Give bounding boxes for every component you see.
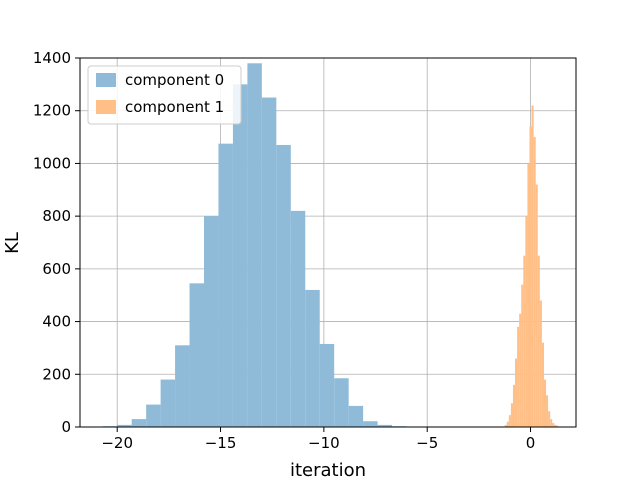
y-axis-label: KL bbox=[2, 232, 23, 254]
legend-label-component-1: component 1 bbox=[125, 98, 224, 116]
y-tick-label: 1400 bbox=[33, 49, 71, 67]
legend-swatch-component-1 bbox=[96, 100, 116, 114]
series-component-0 bbox=[102, 63, 407, 428]
x-tick-label: −20 bbox=[101, 434, 133, 452]
histogram-bar bbox=[261, 97, 277, 428]
histogram-bar bbox=[319, 343, 335, 427]
legend-label-component-0: component 0 bbox=[125, 71, 224, 89]
histogram-bar bbox=[512, 384, 516, 427]
histogram-bar bbox=[531, 105, 534, 427]
histogram-bar bbox=[334, 378, 349, 427]
histogram-bar bbox=[189, 283, 204, 427]
histogram-bar bbox=[508, 415, 511, 427]
x-tick-label: −10 bbox=[308, 434, 340, 452]
x-tick-label: −5 bbox=[416, 434, 438, 452]
histogram-bar bbox=[160, 379, 176, 427]
x-tick-label: −15 bbox=[205, 434, 237, 452]
x-axis-label: iteration bbox=[290, 460, 366, 480]
legend: component 0 component 1 bbox=[87, 65, 242, 125]
histogram-bar bbox=[305, 289, 320, 427]
histogram-bar bbox=[548, 411, 551, 427]
legend-swatch-component-0 bbox=[96, 73, 116, 87]
histogram-bar bbox=[506, 421, 509, 427]
y-tick-label: 0 bbox=[61, 418, 71, 436]
legend-box bbox=[87, 65, 242, 125]
histogram-bar bbox=[131, 419, 147, 427]
histogram-bar bbox=[550, 419, 553, 427]
plot-frame bbox=[79, 57, 577, 428]
histogram-bar bbox=[541, 342, 544, 427]
histogram-bar bbox=[377, 424, 393, 427]
histogram-bar bbox=[556, 425, 559, 427]
histogram-bar bbox=[363, 421, 378, 427]
histogram-bar bbox=[204, 216, 219, 427]
y-tick-label: 1200 bbox=[33, 102, 71, 120]
histogram-bar bbox=[146, 404, 161, 427]
histogram-bar bbox=[276, 144, 291, 427]
histogram-bar bbox=[247, 63, 262, 428]
histogram-bar bbox=[546, 395, 549, 427]
histogram-bar bbox=[504, 424, 507, 427]
histogram-bar bbox=[218, 143, 233, 428]
histogram-bar bbox=[535, 184, 538, 427]
histogram-bar bbox=[232, 84, 248, 427]
histogram-bar bbox=[515, 358, 518, 427]
histogram-bar bbox=[527, 163, 530, 427]
histogram-bar bbox=[529, 126, 532, 428]
histogram-bar bbox=[533, 137, 536, 428]
ticks-layer: −20 −15 −10 −5 0 0 200 400 600 800 1000 1200 1400 bbox=[33, 49, 535, 452]
histogram-bar bbox=[543, 379, 547, 427]
histogram-bar bbox=[117, 424, 132, 427]
y-tick-label: 800 bbox=[42, 207, 71, 225]
histogram-bar bbox=[175, 345, 190, 427]
histogram-bar bbox=[552, 423, 555, 427]
series-component-1 bbox=[504, 105, 559, 428]
y-tick-label: 200 bbox=[42, 365, 71, 383]
histogram-bar bbox=[554, 424, 557, 427]
histogram-bar bbox=[517, 326, 520, 427]
histogram-bar bbox=[537, 255, 540, 427]
bars-layer bbox=[102, 63, 559, 428]
y-tick-label: 400 bbox=[42, 313, 71, 331]
histogram-bar bbox=[521, 284, 524, 427]
histogram-bar bbox=[290, 210, 306, 427]
histogram-bar bbox=[539, 300, 542, 427]
x-tick-label: 0 bbox=[526, 434, 536, 452]
histogram-bar bbox=[510, 403, 513, 427]
histogram-bar bbox=[348, 405, 364, 427]
y-tick-label: 600 bbox=[42, 260, 71, 278]
histogram-bar bbox=[525, 216, 528, 427]
y-tick-label: 1000 bbox=[33, 154, 71, 172]
histogram-bar bbox=[519, 313, 522, 427]
histogram-bar bbox=[523, 255, 526, 427]
